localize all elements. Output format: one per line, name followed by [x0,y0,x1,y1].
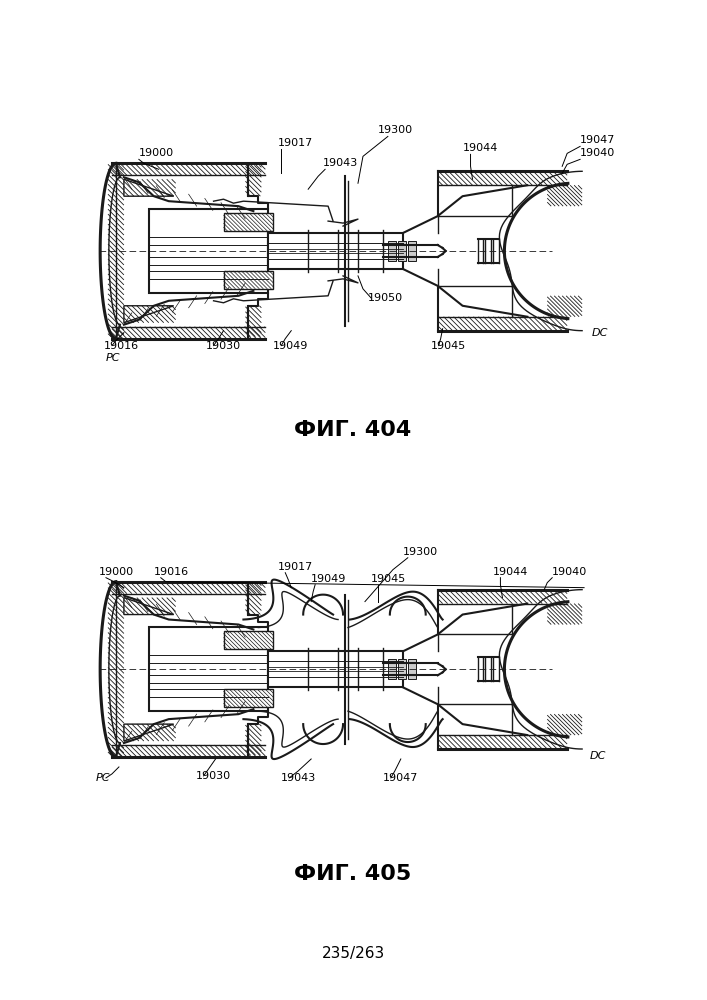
Text: 19016: 19016 [104,341,139,351]
Bar [269,233,403,269]
Text: 19000: 19000 [99,567,134,577]
Text: 19043: 19043 [281,773,317,783]
Text: 19045: 19045 [371,574,407,584]
Bar [223,271,274,289]
Text: 19016: 19016 [154,567,189,577]
Polygon shape [124,724,174,741]
Text: 19030: 19030 [206,341,240,351]
Text: 19047: 19047 [580,135,616,145]
Bar [223,631,274,649]
Text: 19300: 19300 [378,125,413,135]
Text: ФИГ. 405: ФИГ. 405 [294,864,411,884]
Text: 19300: 19300 [403,547,438,557]
Text: PC: PC [96,773,110,783]
Text: 19044: 19044 [462,143,498,153]
Text: 19043: 19043 [323,158,358,168]
Text: 19040: 19040 [552,567,588,577]
Text: ФИГ. 404: ФИГ. 404 [294,420,411,440]
Text: 19000: 19000 [139,148,174,158]
Text: 19030: 19030 [196,771,230,781]
Text: DC: DC [592,328,609,338]
Polygon shape [124,179,174,196]
Bar [398,241,406,261]
Text: 19017: 19017 [279,562,313,572]
Text: 19017: 19017 [279,138,313,148]
Text: 19040: 19040 [580,148,615,158]
Text: 19049: 19049 [274,341,309,351]
Bar [223,213,274,231]
Text: 19050: 19050 [368,293,403,303]
Text: DC: DC [590,751,607,761]
Text: 235/263: 235/263 [322,946,385,961]
Bar [148,627,269,711]
Polygon shape [124,598,174,615]
Text: 19049: 19049 [311,574,346,584]
Text: PC: PC [106,353,120,363]
Bar [388,659,396,679]
Bar [269,651,403,687]
Bar [408,659,416,679]
Text: 19044: 19044 [493,567,528,577]
Bar [148,209,269,293]
Text: 19045: 19045 [431,341,466,351]
Text: 19047: 19047 [383,773,419,783]
Bar [388,241,396,261]
Bar [398,659,406,679]
Bar [223,689,274,707]
Bar [408,241,416,261]
Polygon shape [124,306,174,323]
